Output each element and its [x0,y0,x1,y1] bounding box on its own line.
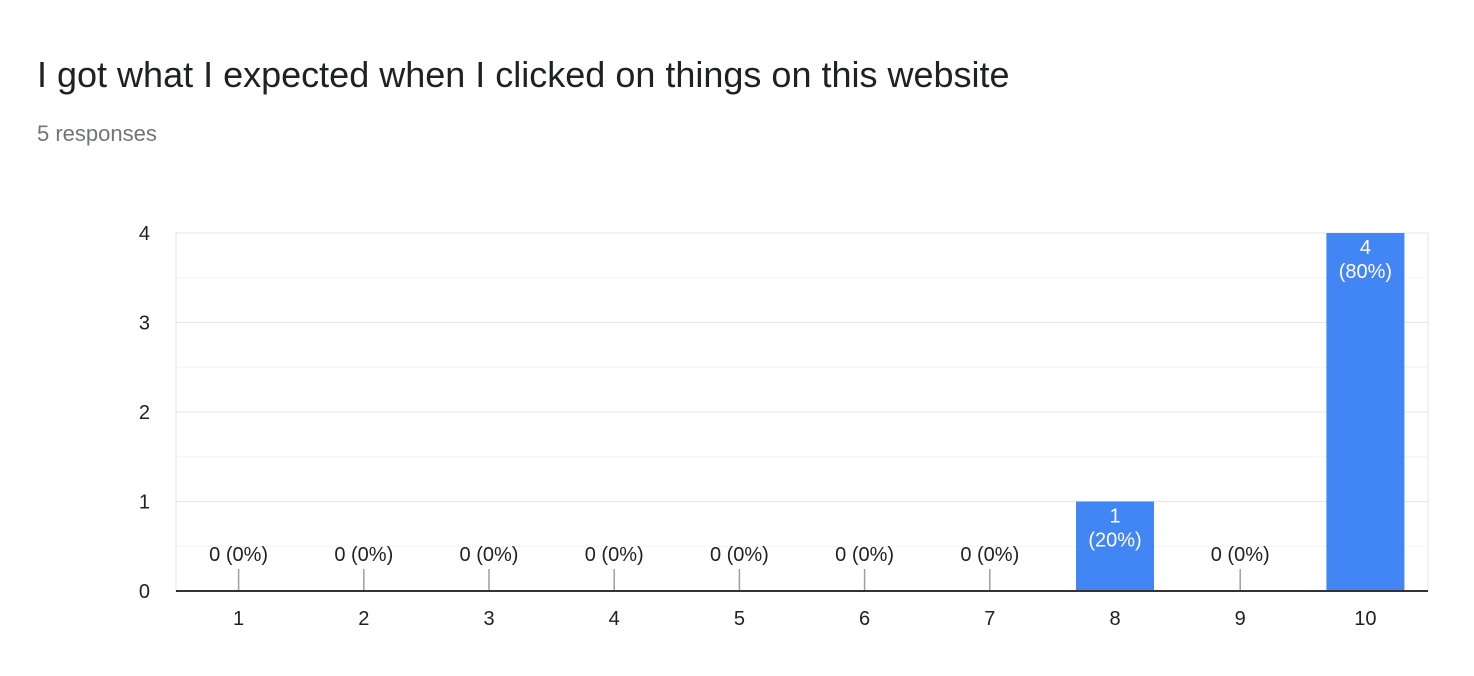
bar [1326,233,1405,591]
y-tick-label: 4 [139,223,150,245]
x-tick-label: 10 [1354,608,1376,630]
data-label: 0 (0%) [209,544,268,566]
y-tick-label: 3 [139,313,150,335]
data-label: 4 [1360,237,1371,259]
data-label: (20%) [1088,530,1141,552]
y-tick-label: 0 [139,581,150,603]
x-tick-label: 8 [1109,608,1120,630]
data-label: 0 (0%) [585,544,644,566]
data-label: (80%) [1339,261,1392,283]
x-tick-label: 5 [734,608,745,630]
data-label: 0 (0%) [1211,544,1270,566]
x-tick-label: 7 [984,608,995,630]
y-tick-label: 2 [139,402,150,424]
x-tick-label: 6 [859,608,870,630]
x-tick-label: 3 [483,608,494,630]
chart-title: I got what I expected when I clicked on … [37,54,1010,95]
x-tick-label: 2 [358,608,369,630]
data-label: 0 (0%) [334,544,393,566]
x-tick-label: 9 [1235,608,1246,630]
bar [1076,501,1154,591]
y-tick-label: 1 [139,492,150,514]
data-label: 1 [1109,506,1120,528]
x-tick-label: 1 [233,608,244,630]
data-label: 0 (0%) [710,544,769,566]
data-label: 0 (0%) [835,544,894,566]
x-tick-label: 4 [609,608,620,630]
data-label: 0 (0%) [460,544,519,566]
data-label: 0 (0%) [960,544,1019,566]
response-count: 5 responses [37,121,157,146]
